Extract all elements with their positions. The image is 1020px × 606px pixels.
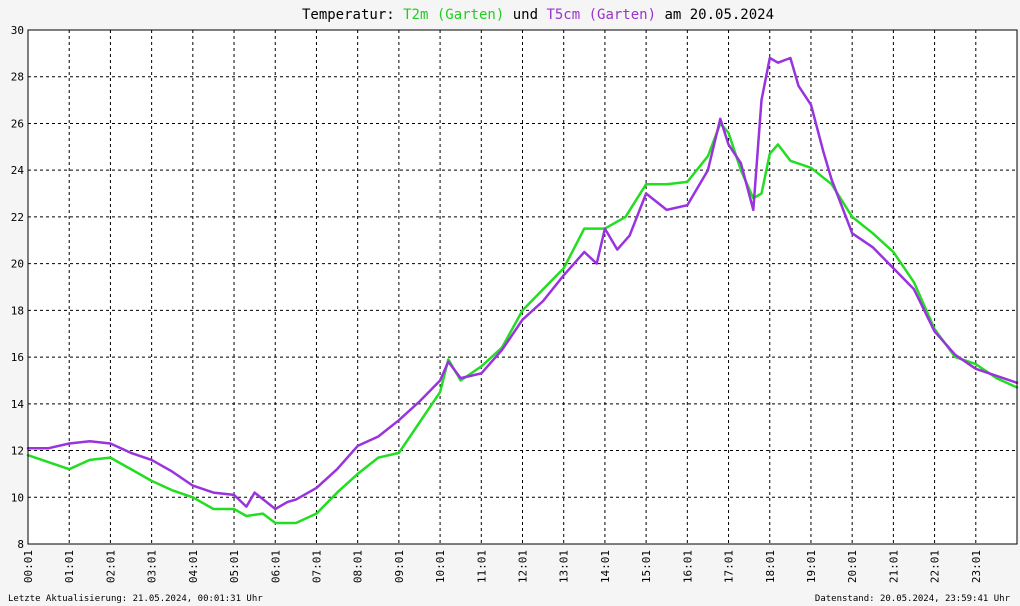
plot-border (27, 29, 1018, 545)
y-tick-label: 10 (11, 491, 24, 504)
x-tick-label: 18:01 (764, 550, 777, 583)
x-tick-label: 17:01 (723, 550, 736, 583)
x-tick-label: 05:01 (228, 550, 241, 583)
x-tick-label: 12:01 (517, 550, 530, 583)
y-tick-label: 24 (11, 164, 25, 177)
x-tick-label: 11:01 (475, 550, 488, 583)
x-tick-label: 14:01 (599, 550, 612, 583)
x-tick-label: 13:01 (558, 550, 571, 583)
series-layer (26, 56, 1019, 525)
footer-data-status: Datenstand: 20.05.2024, 23:59:41 Uhr (815, 594, 1011, 604)
x-tick-label: 08:01 (352, 550, 365, 583)
x-tick-label: 00:01 (22, 550, 35, 583)
y-tick-label: 30 (11, 24, 24, 37)
x-tick-label: 02:01 (104, 550, 117, 583)
x-tick-label: 23:01 (970, 550, 983, 583)
title-series-t5cm: T5cm (Garten) (546, 7, 656, 23)
y-tick-label: 20 (11, 258, 24, 271)
grid (28, 30, 1017, 544)
y-tick-label: 12 (11, 445, 24, 458)
plot-area (28, 30, 1017, 544)
x-tick-label: 22:01 (929, 550, 942, 583)
title-suffix: am 20.05.2024 (656, 7, 774, 23)
y-tick-label: 14 (11, 398, 25, 411)
x-tick-label: 07:01 (310, 550, 323, 583)
x-tick-label: 10:01 (434, 550, 447, 583)
y-tick-label: 22 (11, 211, 24, 224)
x-tick-label: 15:01 (640, 550, 653, 583)
y-tick-label: 28 (11, 71, 24, 84)
series-line-t2m (26, 122, 1019, 525)
title-mid: und (504, 7, 546, 23)
x-tick-label: 03:01 (146, 550, 159, 583)
axes: 8 10 12 14 16 18 20 22 24 26 28 30 00:01 01:01 02:01 03… (11, 24, 1018, 583)
x-tick-label: 09:01 (393, 550, 406, 583)
x-tick-label: 06:01 (269, 550, 282, 583)
series-line-t5cm (26, 56, 1019, 511)
y-tick-label: 8 (17, 538, 24, 551)
x-tick-label: 16:01 (681, 550, 694, 583)
y-tick-label: 26 (11, 117, 24, 130)
y-tick-label: 16 (11, 351, 24, 364)
x-tick-label: 19:01 (805, 550, 818, 583)
title-series-t2m: T2m (Garten) (403, 7, 504, 23)
chart-title: Temperatur: T2m (Garten) und T5cm (Garte… (302, 7, 774, 23)
x-tick-label: 04:01 (187, 550, 200, 583)
y-tick-label: 18 (11, 304, 24, 317)
x-tick-label: 21:01 (887, 550, 900, 583)
x-tick-label: 20:01 (846, 550, 859, 583)
title-prefix: Temperatur: (302, 7, 403, 23)
footer-last-update: Letzte Aktualisierung: 21.05.2024, 00:01… (8, 594, 263, 604)
x-tick-label: 01:01 (63, 550, 76, 583)
